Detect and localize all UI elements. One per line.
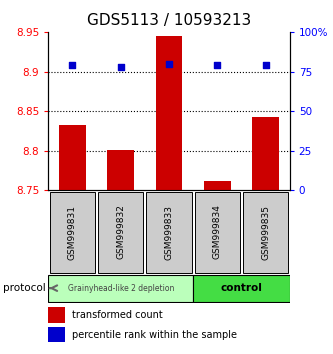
Bar [48,327,65,343]
Point [118,64,123,70]
Bar [194,192,240,273]
Text: control: control [220,283,262,293]
Point [263,62,268,68]
Bar [108,150,134,190]
Point [70,62,75,68]
Title: GDS5113 / 10593213: GDS5113 / 10593213 [87,13,251,28]
Point [214,62,220,68]
Bar [48,275,193,302]
Text: percentile rank within the sample: percentile rank within the sample [72,330,237,340]
Text: Grainyhead-like 2 depletion: Grainyhead-like 2 depletion [68,284,174,293]
Bar [193,275,290,302]
Bar [50,192,95,273]
Text: protocol: protocol [3,283,46,293]
Text: GSM999833: GSM999833 [165,205,173,259]
Text: GSM999832: GSM999832 [116,205,125,259]
Text: GSM999831: GSM999831 [68,205,77,259]
Bar [48,307,65,322]
Text: GSM999835: GSM999835 [261,205,270,259]
Point [166,61,172,67]
Bar [146,192,192,273]
Bar [243,192,288,273]
Bar [59,125,86,190]
Bar [156,36,182,190]
Bar [98,192,144,273]
Text: transformed count: transformed count [72,310,163,320]
Bar [204,181,230,190]
Text: GSM999834: GSM999834 [213,205,222,259]
Bar [252,117,279,190]
